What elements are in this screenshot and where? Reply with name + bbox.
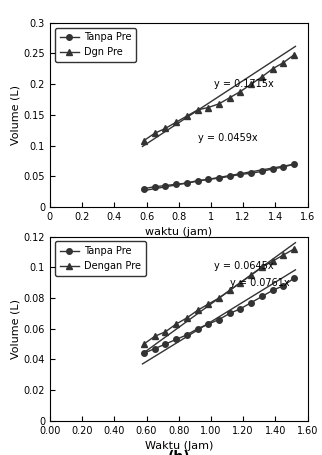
Text: y = 0.0761x: y = 0.0761x [230,278,290,288]
X-axis label: waktu (jam): waktu (jam) [145,228,212,238]
Y-axis label: Volume (L): Volume (L) [11,85,21,145]
X-axis label: Waktu (Jam): Waktu (Jam) [145,441,213,451]
Legend: Tanpa Pre, Dengan Pre: Tanpa Pre, Dengan Pre [55,242,146,276]
Text: y = 0.1715x: y = 0.1715x [214,79,274,89]
Text: y = 0.0645x: y = 0.0645x [214,261,274,271]
Y-axis label: Volume (L): Volume (L) [11,299,21,359]
Text: (a): (a) [167,237,190,251]
Legend: Tanpa Pre, Dgn Pre: Tanpa Pre, Dgn Pre [55,28,136,62]
Text: (b): (b) [167,450,190,455]
Text: y = 0.0459x: y = 0.0459x [198,133,258,143]
